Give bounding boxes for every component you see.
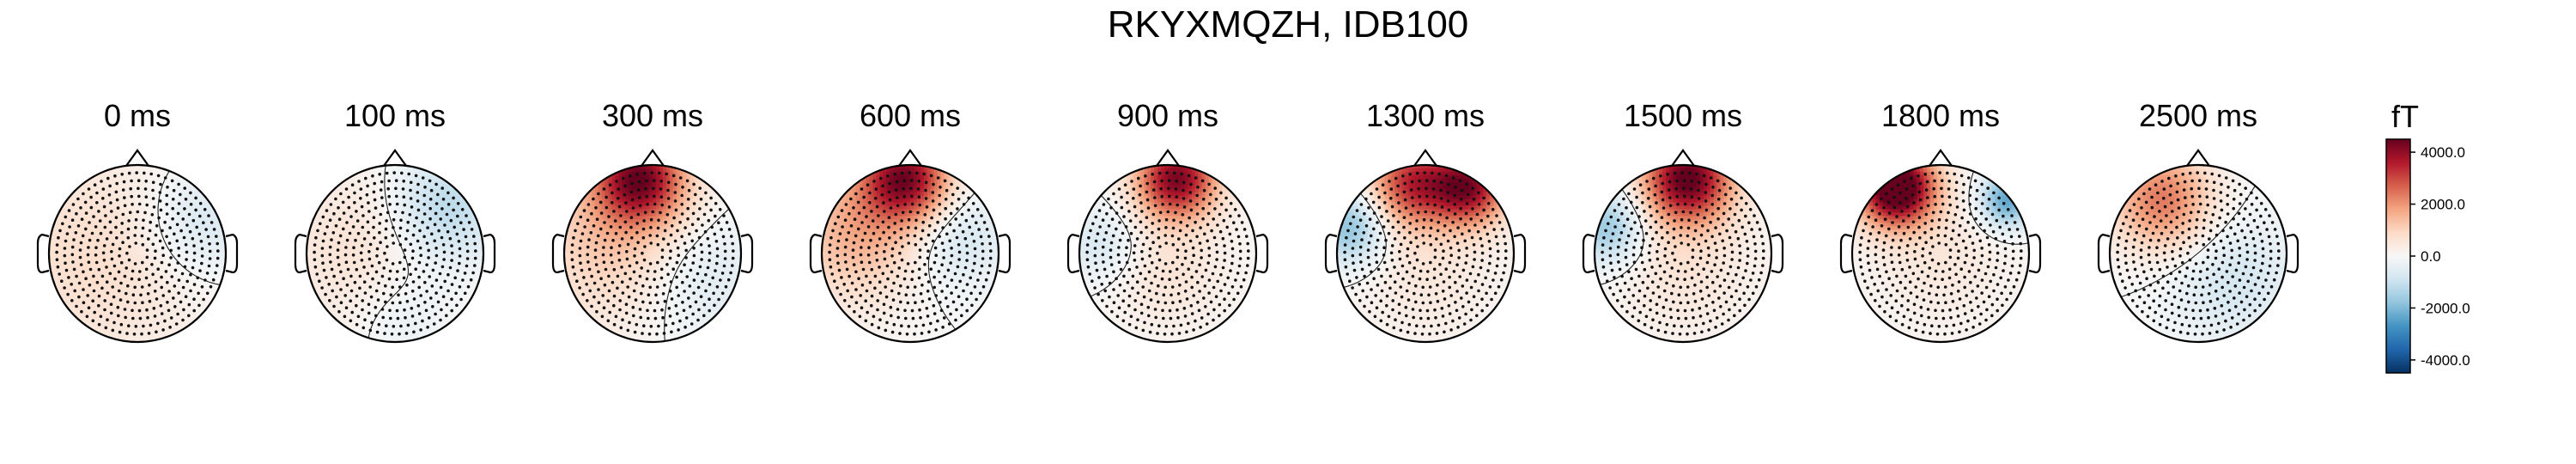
topomap-5: 1300 ms	[1324, 98, 1527, 344]
nose-shape	[1156, 149, 1180, 167]
sensor-points	[1343, 171, 1508, 336]
colorbar-tick-label: 2000.0	[2421, 197, 2465, 213]
left-ear-shape	[1839, 233, 1853, 274]
figure-title: RKYXMQZH, IDB100	[0, 3, 2576, 46]
right-ear-shape	[483, 233, 496, 274]
nose-shape	[641, 149, 665, 167]
topomap-2: 300 ms	[551, 98, 754, 344]
sensor-points	[828, 171, 993, 336]
head-outline	[305, 163, 485, 344]
right-ear-shape	[2286, 233, 2300, 274]
head-outline	[820, 163, 1000, 344]
colorbar-gradient	[2385, 138, 2411, 374]
left-ear-shape	[551, 233, 565, 274]
right-ear-shape	[225, 233, 239, 274]
sensor-points	[1085, 171, 1250, 336]
nose-shape	[898, 149, 922, 167]
nose-shape	[125, 149, 149, 167]
right-ear-shape	[1255, 233, 1269, 274]
colorbar-tick-label: 4000.0	[2421, 144, 2465, 161]
sensor-points	[1601, 171, 1765, 336]
head-outline	[1078, 163, 1258, 344]
time-label: 100 ms	[344, 98, 446, 133]
time-label: 900 ms	[1117, 98, 1218, 133]
head-outline	[47, 163, 228, 344]
right-ear-shape	[2028, 233, 2042, 274]
left-ear-shape	[809, 233, 823, 274]
topomap-8: 2500 ms	[2097, 98, 2300, 344]
sensor-points	[570, 171, 735, 336]
topomap-1: 100 ms	[294, 98, 496, 344]
head-outline	[562, 163, 743, 344]
topomap-4: 900 ms	[1066, 98, 1269, 344]
left-ear-shape	[1324, 233, 1338, 274]
left-ear-shape	[36, 233, 50, 274]
head-outline	[1850, 163, 2031, 344]
topomap-6: 1500 ms	[1582, 98, 1784, 344]
right-ear-shape	[998, 233, 1012, 274]
head-outline	[1335, 163, 1516, 344]
right-ear-shape	[1513, 233, 1527, 274]
time-label: 2500 ms	[2139, 98, 2257, 133]
nose-shape	[1929, 149, 1953, 167]
time-label: 1300 ms	[1366, 98, 1485, 133]
time-label: 300 ms	[602, 98, 703, 133]
nose-shape	[1413, 149, 1437, 167]
nose-shape	[383, 149, 407, 167]
colorbar-tick-label: -4000.0	[2421, 352, 2470, 369]
sensor-points	[1858, 171, 2023, 336]
time-label: 600 ms	[860, 98, 961, 133]
topomap-3: 600 ms	[809, 98, 1012, 344]
sensor-points	[55, 171, 220, 336]
colorbar-unit: fT	[2391, 99, 2419, 134]
topomap-0: 0 ms	[36, 98, 239, 344]
right-ear-shape	[740, 233, 754, 274]
topomap-7: 1800 ms	[1839, 98, 2042, 344]
colorbar-tick-label: -2000.0	[2421, 300, 2470, 316]
time-label: 0 ms	[104, 98, 171, 133]
time-label: 1800 ms	[1881, 98, 2000, 133]
sensor-points	[2116, 171, 2281, 336]
head-outline	[1593, 163, 1773, 344]
left-ear-shape	[2097, 233, 2111, 274]
left-ear-shape	[1066, 233, 1080, 274]
time-label: 1500 ms	[1624, 98, 1742, 133]
right-ear-shape	[1771, 233, 1784, 274]
left-ear-shape	[294, 233, 307, 274]
sensor-points	[313, 171, 477, 336]
colorbar-tick-label: 0.0	[2421, 248, 2441, 265]
left-ear-shape	[1582, 233, 1595, 274]
head-outline	[2108, 163, 2288, 344]
nose-shape	[1671, 149, 1695, 167]
nose-shape	[2186, 149, 2210, 167]
